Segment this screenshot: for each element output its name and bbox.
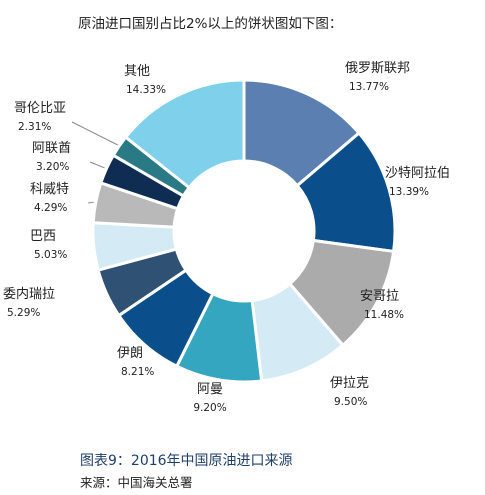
slice-name-label: 其他 <box>124 64 150 79</box>
slice-name-label: 伊拉克 <box>330 376 369 391</box>
slice-value-label: 5.03% <box>34 249 67 261</box>
slice-value-label: 14.33% <box>126 84 166 96</box>
slice-value-label: 13.77% <box>349 81 389 93</box>
slice-name-label: 俄罗斯联邦 <box>345 61 410 76</box>
header-text: 原油进口国别占比2%以上的饼状图如下图： <box>78 16 343 32</box>
slice-name-label: 科威特 <box>30 182 69 197</box>
slice-value-label: 8.21% <box>121 366 154 378</box>
slice-12 <box>123 78 246 190</box>
slice-value-label: 13.39% <box>389 186 429 198</box>
slice-value-label: 11.48% <box>364 309 404 321</box>
slice-name-label: 沙特阿拉伯 <box>385 166 450 181</box>
slice-value-label: 3.20% <box>36 161 69 173</box>
slice-name-label: 哥伦比亚 <box>14 101 66 116</box>
figure-source: 来源：中国海关总署 <box>80 475 193 490</box>
slice-name-label: 安哥拉 <box>360 289 399 304</box>
slice-name-label: 伊朗 <box>117 346 143 361</box>
slice-name-label: 巴西 <box>30 229 56 244</box>
slice-name-label: 委内瑞拉 <box>3 286 55 302</box>
slice-value-label: 2.31% <box>18 121 51 133</box>
slice-value-label: 9.50% <box>334 396 367 408</box>
slice-value-label: 4.29% <box>34 202 67 214</box>
leader-line-9 <box>87 201 94 204</box>
leader-line-11 <box>71 121 118 146</box>
slice-name-label: 阿联酋 <box>32 140 71 156</box>
figure-caption: 图表9：2016年中国原油进口来源 <box>80 453 293 469</box>
slice-name-label: 阿曼 <box>197 382 223 397</box>
leader-line-10 <box>89 161 105 169</box>
slice-value-label: 5.29% <box>7 307 40 319</box>
slice-value-label: 9.20% <box>193 402 226 414</box>
